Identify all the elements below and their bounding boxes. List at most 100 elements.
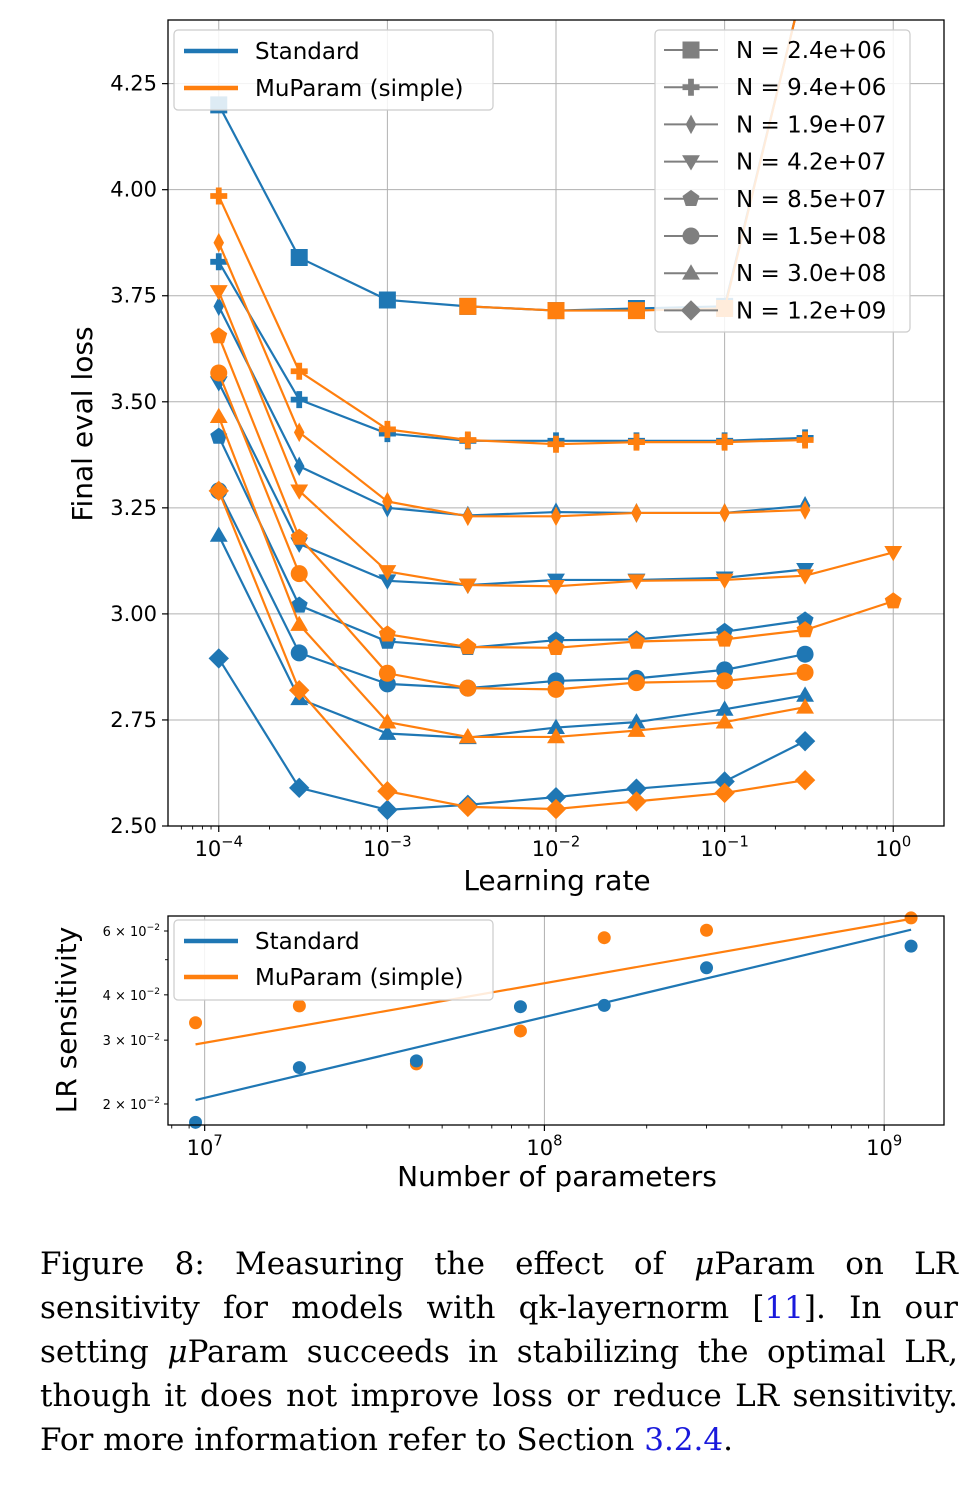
sensitivity-chart-ylabel: LR sensitivity bbox=[50, 927, 83, 1114]
caption-label: Figure 8: bbox=[40, 1246, 205, 1282]
data-point bbox=[382, 491, 393, 512]
series-line bbox=[217, 372, 806, 691]
x-tick-label: 107 bbox=[187, 1133, 223, 1160]
x-tick-label: 10−2 bbox=[532, 834, 580, 861]
data-point bbox=[208, 480, 229, 502]
series-standard-diamond bbox=[208, 648, 816, 821]
y-tick-label: 3 × 10−2 bbox=[103, 1032, 160, 1049]
data-point bbox=[459, 431, 477, 449]
data-point bbox=[719, 503, 730, 523]
series-line bbox=[217, 382, 806, 587]
data-point bbox=[209, 407, 228, 424]
data-point bbox=[290, 615, 309, 631]
loss-chart-ylabel: Final eval loss bbox=[66, 326, 99, 521]
data-point bbox=[794, 769, 816, 791]
loss-chart-method-legend: Standard MuParam (simple) bbox=[173, 29, 494, 111]
data-point bbox=[550, 506, 562, 527]
legend-label-size: N = 1.5e+08 bbox=[736, 224, 886, 250]
data-point bbox=[884, 546, 903, 562]
data-point bbox=[292, 1061, 306, 1075]
data-point bbox=[210, 253, 228, 271]
data-point bbox=[547, 718, 565, 734]
x-tick-label: 109 bbox=[866, 1133, 902, 1160]
data-point bbox=[796, 569, 814, 585]
series-muparam-pentagon bbox=[210, 327, 902, 656]
data-point bbox=[715, 700, 734, 716]
scatter-points-standard bbox=[189, 939, 918, 1129]
y-tick-label: 4.00 bbox=[110, 178, 157, 202]
series-line bbox=[217, 305, 806, 517]
data-point bbox=[700, 923, 714, 937]
section-link[interactable]: 3.2.4 bbox=[644, 1422, 724, 1458]
data-point bbox=[796, 431, 814, 449]
data-point bbox=[627, 632, 645, 649]
data-point bbox=[547, 727, 565, 744]
data-point bbox=[459, 638, 477, 655]
data-point bbox=[627, 713, 646, 729]
series-line bbox=[217, 195, 806, 446]
data-point bbox=[545, 798, 567, 820]
legend-label-size: N = 3.0e+08 bbox=[736, 261, 886, 287]
x-tick-label: 100 bbox=[875, 834, 911, 861]
series-muparam-plus bbox=[210, 187, 814, 453]
loss-chart-ticks: 10−4 10−3 10−2 10−1 100 2.50 2.75 3.00 3.25 3.50 3… bbox=[110, 72, 911, 861]
y-tick-label: 2.75 bbox=[110, 708, 157, 732]
data-point bbox=[714, 782, 735, 804]
y-tick-label: 2.50 bbox=[110, 814, 157, 838]
legend-label-size: N = 9.4e+06 bbox=[736, 75, 886, 101]
loss-chart: 10−4 10−3 10−2 10−1 100 2.50 2.75 3.00 3.25 3.50 3… bbox=[66, 19, 945, 897]
sensitivity-chart-series bbox=[189, 911, 918, 1129]
data-point bbox=[290, 528, 308, 545]
y-tick-label: 6 × 10−2 bbox=[103, 923, 160, 940]
data-point bbox=[626, 778, 647, 799]
data-point bbox=[715, 573, 734, 589]
data-point bbox=[627, 433, 645, 451]
data-point bbox=[547, 435, 565, 453]
series-muparam-triangle_up bbox=[209, 407, 814, 744]
data-point bbox=[627, 302, 645, 320]
caption-text-2: Param on LR sensitivity for models with … bbox=[40, 1246, 959, 1326]
size-legend-box bbox=[654, 29, 911, 333]
data-point bbox=[796, 645, 814, 663]
y-tick-label: 3.50 bbox=[110, 390, 157, 414]
data-point bbox=[378, 574, 397, 590]
data-point bbox=[209, 285, 228, 301]
y-tick-label: 4 × 10−2 bbox=[103, 987, 160, 1004]
figure-caption: Figure 8: Measuring the effect of μParam… bbox=[40, 1242, 958, 1462]
loss-chart-xlabel: Learning rate bbox=[463, 864, 650, 897]
data-point bbox=[189, 1115, 203, 1129]
data-point bbox=[794, 730, 816, 752]
citation-link[interactable]: 11 bbox=[764, 1290, 804, 1326]
scatter-series-muparam bbox=[195, 917, 912, 1046]
series-line bbox=[217, 416, 806, 739]
caption-text-1: Measuring the effect of bbox=[235, 1246, 695, 1282]
data-point bbox=[378, 291, 396, 309]
data-point bbox=[462, 506, 474, 527]
y-tick-label: 4.25 bbox=[110, 72, 157, 96]
legend-label-size: N = 8.5e+07 bbox=[736, 187, 886, 213]
data-point bbox=[378, 713, 397, 729]
data-point bbox=[884, 592, 902, 609]
data-point bbox=[289, 777, 310, 799]
data-point bbox=[547, 680, 565, 698]
series-line bbox=[217, 436, 806, 649]
legend-label-size: N = 2.4e+06 bbox=[736, 38, 886, 64]
data-point bbox=[213, 296, 225, 317]
data-point bbox=[289, 680, 310, 701]
caption-text-4: Param succeeds in stabilizing the optima… bbox=[40, 1334, 958, 1458]
data-point bbox=[210, 187, 228, 205]
x-tick-label: 108 bbox=[526, 1133, 562, 1160]
series-line bbox=[217, 657, 806, 811]
y-tick-label: 2 × 10−2 bbox=[103, 1096, 160, 1113]
series-line bbox=[217, 261, 806, 442]
series-line bbox=[217, 242, 806, 518]
loss-chart-size-legend: N = 2.4e+06 N = 9.4e+06 N = 1.9e+07 N = 4.2… bbox=[654, 29, 911, 333]
caption-text-3: ]. In our setting bbox=[40, 1290, 958, 1370]
legend-marker-circle bbox=[682, 227, 700, 245]
data-point bbox=[210, 427, 228, 444]
data-point bbox=[700, 961, 714, 975]
legend-label-muparam: MuParam (simple) bbox=[255, 965, 463, 991]
series-muparam-triangle_down bbox=[209, 285, 903, 596]
fit-line bbox=[195, 928, 912, 1102]
data-point bbox=[716, 672, 734, 690]
